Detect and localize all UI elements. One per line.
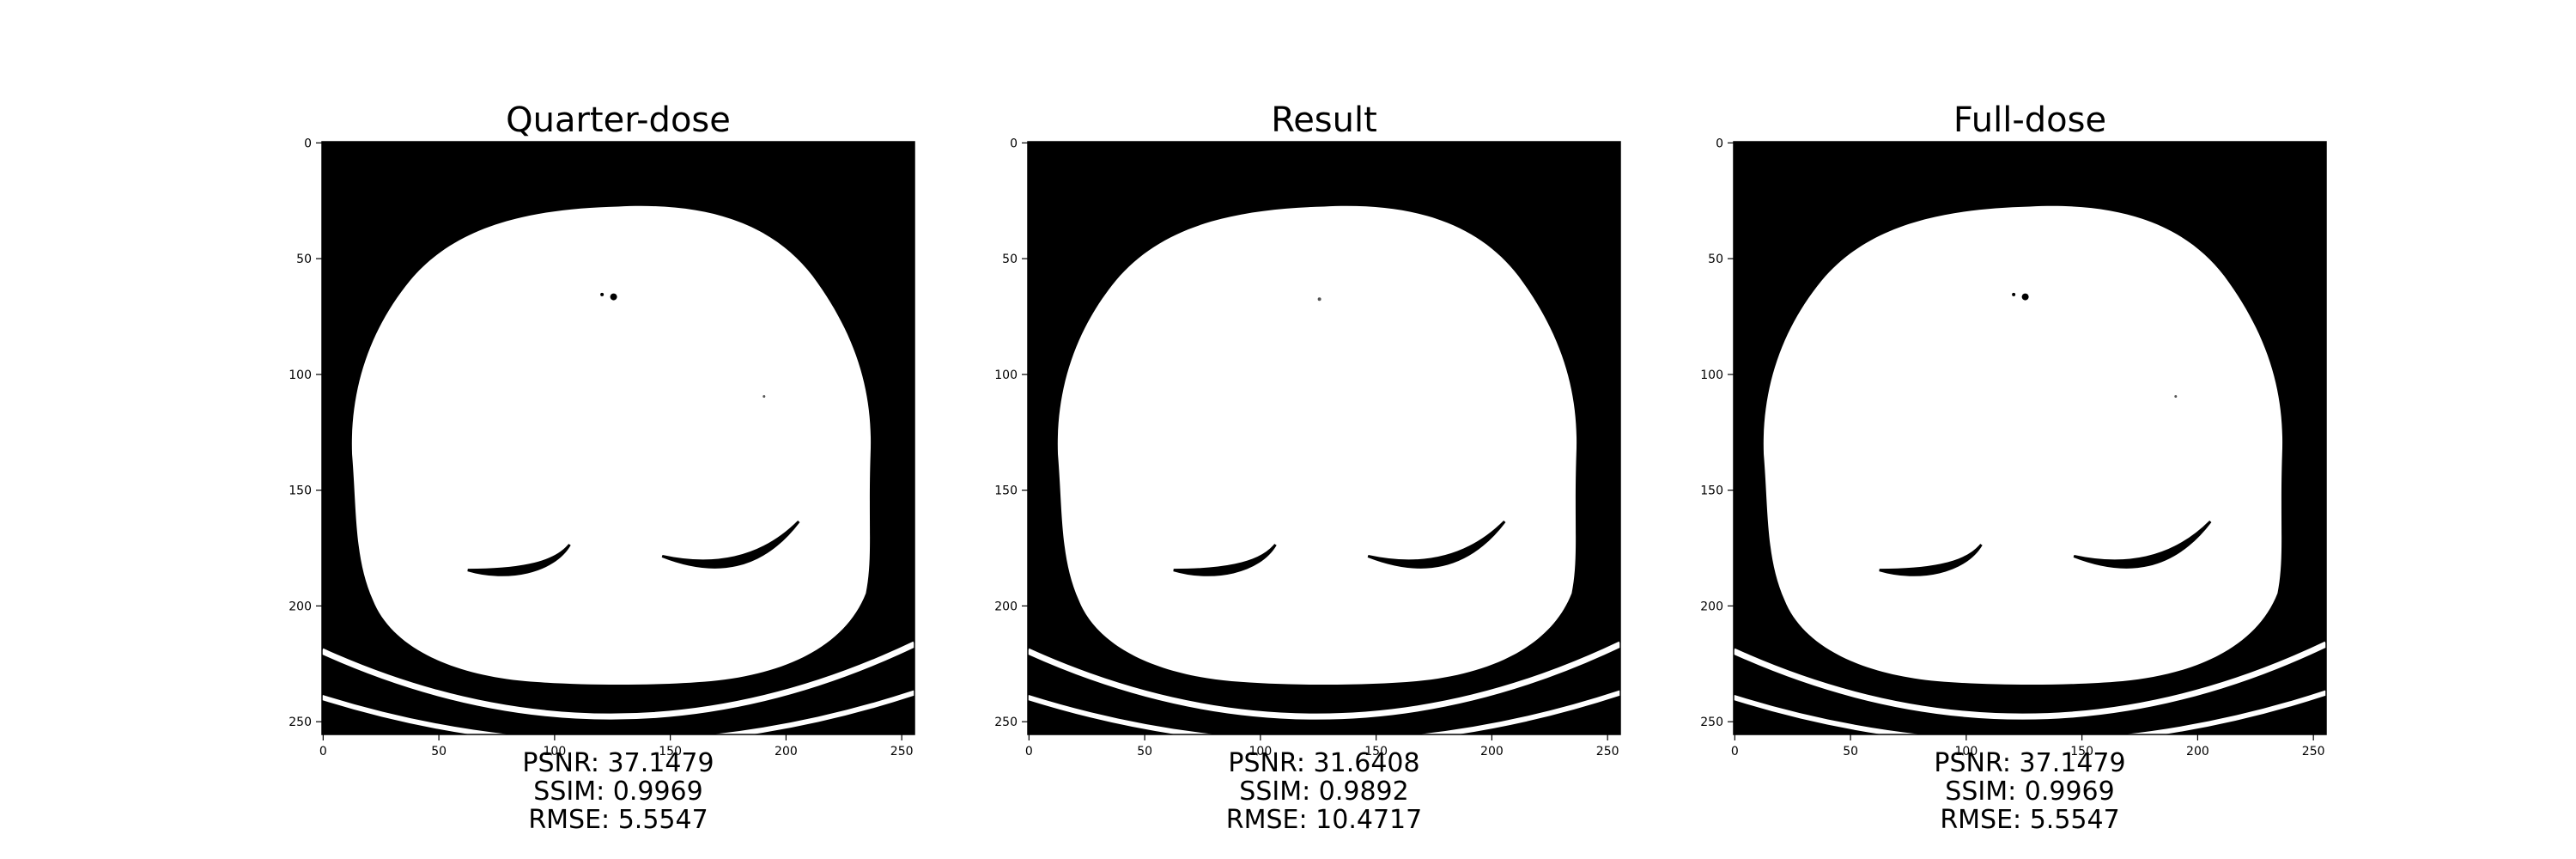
dark-spot — [2012, 292, 2016, 296]
x-tick-label: 250 — [890, 745, 914, 758]
panel-title: Full-dose — [1953, 101, 2107, 140]
y-tick-label: 150 — [994, 484, 1018, 498]
head-region — [1763, 205, 2283, 685]
headrest-curve-upper — [322, 641, 914, 720]
panel-title: Result — [1271, 101, 1377, 140]
rmse-value: RMSE: 5.5547 — [1940, 805, 2120, 835]
ct-image-result: 0 50 100 150 200 250 0 50 100 150 200 250 — [994, 137, 1621, 758]
x-tick-label: 50 — [1137, 745, 1152, 758]
y-tick-label: 0 — [1716, 137, 1723, 150]
y-tick-label: 50 — [1002, 253, 1018, 266]
y-tick-label: 50 — [296, 253, 312, 266]
headrest-curve-lower — [322, 690, 914, 734]
y-tick-label: 200 — [994, 600, 1018, 613]
x-tick-label: 200 — [2186, 745, 2209, 758]
x-tick-label: 100 — [1249, 745, 1273, 758]
right-crescent — [661, 520, 800, 569]
right-crescent — [1367, 520, 1506, 569]
x-tick-label: 50 — [431, 745, 447, 758]
rmse-value: RMSE: 5.5547 — [528, 805, 708, 835]
dark-spot — [600, 292, 605, 296]
x-tick-label: 250 — [2302, 745, 2325, 758]
x-tick-label: 150 — [659, 745, 682, 758]
x-tick-label: 100 — [1955, 745, 1978, 758]
x-tick-label: 100 — [544, 745, 567, 758]
headrest-curve-upper — [1734, 641, 2326, 720]
left-crescent — [1173, 544, 1277, 576]
y-tick-label: 200 — [1700, 600, 1723, 613]
axes-frame — [321, 141, 915, 735]
ssim-value: SSIM: 0.9969 — [1945, 777, 2115, 807]
axes-frame — [1733, 141, 2327, 735]
panel-result: Result 0 50 100 150 200 250 0 50 100 150 200 250 PS… — [938, 0, 1710, 859]
right-crescent — [2073, 520, 2212, 569]
y-tick-label: 250 — [289, 716, 312, 729]
head-region — [1057, 205, 1577, 685]
headrest-curve-lower — [1028, 690, 1620, 734]
panel-title: Quarter-dose — [506, 101, 731, 140]
ct-image-quarter-dose: 0 50 100 150 200 250 0 50 100 150 200 250 — [289, 137, 915, 758]
left-crescent — [1879, 544, 1983, 576]
dark-spot — [610, 293, 617, 301]
y-tick-label: 150 — [289, 484, 312, 498]
psnr-value: PSNR: 31.6408 — [1228, 748, 1420, 778]
y-tick-label: 100 — [289, 369, 312, 382]
psnr-value: PSNR: 37.1479 — [1934, 748, 2126, 778]
head-region — [351, 205, 872, 685]
x-tick-label: 0 — [1025, 745, 1033, 758]
left-crescent — [467, 544, 571, 576]
x-tick-label: 0 — [1731, 745, 1739, 758]
y-tick-label: 250 — [1700, 716, 1723, 729]
headrest-curve-lower — [1734, 690, 2326, 734]
y-tick-label: 200 — [289, 600, 312, 613]
y-tick-label: 100 — [1700, 369, 1723, 382]
panel-full-dose: Full-dose 0 50 100 150 200 250 0 50 100 150 200 250… — [1643, 0, 2416, 859]
x-tick-label: 250 — [1596, 745, 1619, 758]
metrics-block: PSNR: 31.6408 SSIM: 0.9892 RMSE: 10.4717 — [938, 749, 1710, 834]
y-tick-label: 0 — [304, 137, 312, 150]
dark-spot — [2174, 394, 2178, 398]
x-tick-label: 200 — [775, 745, 798, 758]
x-tick-label: 150 — [2070, 745, 2093, 758]
y-tick-label: 250 — [994, 716, 1018, 729]
rmse-value: RMSE: 10.4717 — [1225, 805, 1423, 835]
headrest-curve-upper — [1028, 641, 1620, 720]
ct-image-full-dose: 0 50 100 150 200 250 0 50 100 150 200 250 — [1700, 137, 2327, 758]
metrics-block: PSNR: 37.1479 SSIM: 0.9969 RMSE: 5.5547 — [232, 749, 1005, 834]
ssim-value: SSIM: 0.9892 — [1239, 777, 1409, 807]
y-tick-label: 0 — [1010, 137, 1018, 150]
x-tick-label: 150 — [1364, 745, 1388, 758]
dark-spot — [762, 394, 766, 398]
y-tick-label: 50 — [1708, 253, 1723, 266]
ssim-value: SSIM: 0.9969 — [533, 777, 703, 807]
y-tick-label: 100 — [994, 369, 1018, 382]
metrics-block: PSNR: 37.1479 SSIM: 0.9969 RMSE: 5.5547 — [1643, 749, 2416, 834]
x-tick-label: 200 — [1480, 745, 1504, 758]
x-tick-label: 50 — [1843, 745, 1858, 758]
psnr-value: PSNR: 37.1479 — [522, 748, 714, 778]
dark-spot — [1317, 297, 1321, 302]
panel-quarter-dose: Quarter-dose 0 50 100 150 200 250 0 50 100 150 200… — [232, 0, 1005, 859]
dark-spot — [2021, 293, 2029, 301]
x-tick-label: 0 — [319, 745, 327, 758]
y-tick-label: 150 — [1700, 484, 1723, 498]
axes-frame — [1027, 141, 1621, 735]
